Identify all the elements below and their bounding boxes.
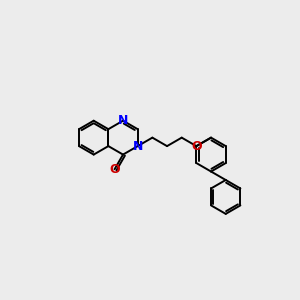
- Text: N: N: [118, 114, 128, 127]
- Text: O: O: [191, 140, 202, 153]
- Text: N: N: [133, 140, 143, 153]
- Text: O: O: [109, 163, 120, 176]
